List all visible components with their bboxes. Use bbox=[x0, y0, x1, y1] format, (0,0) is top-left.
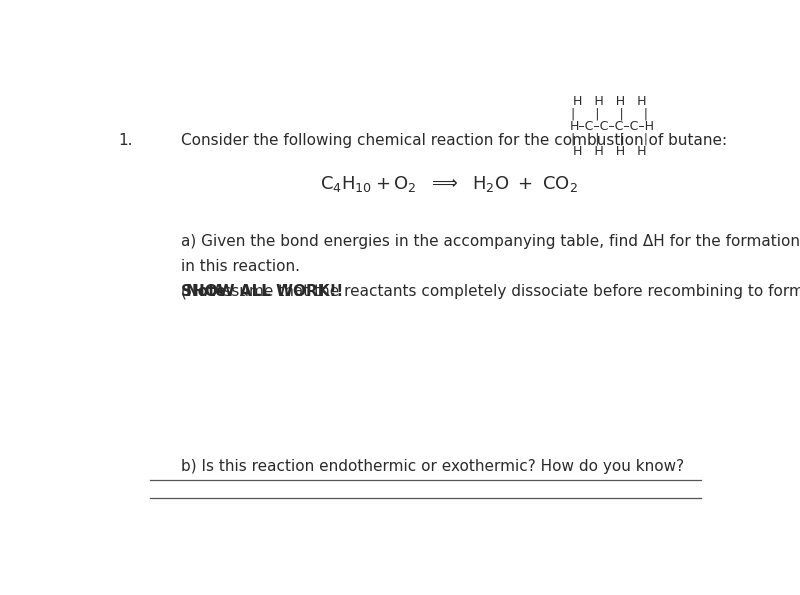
Text: |     |     |     |: | | | | bbox=[571, 108, 648, 121]
Text: SHOW ALL WORK!!: SHOW ALL WORK!! bbox=[181, 284, 343, 299]
Text: a) Given the bond energies in the accompanying table, find ΔH for the formation : a) Given the bond energies in the accomp… bbox=[181, 234, 800, 249]
Text: Consider the following chemical reaction for the combustion of butane:: Consider the following chemical reaction… bbox=[181, 133, 726, 148]
Text: 1.: 1. bbox=[118, 133, 133, 148]
Text: $\mathregular{C_4H_{10} + O_2}$  $\Longrightarrow$  $\mathregular{H_2O\ +\ CO_2}: $\mathregular{C_4H_{10} + O_2}$ $\Longri… bbox=[320, 174, 578, 195]
Text: H   H   H   H: H H H H bbox=[573, 95, 646, 108]
Text: H   H   H   H: H H H H bbox=[573, 145, 646, 158]
Text: (: ( bbox=[181, 284, 186, 299]
Text: |     |     |     |: | | | | bbox=[571, 133, 648, 146]
Text: in this reaction.: in this reaction. bbox=[181, 259, 300, 274]
Text: b) Is this reaction endothermic or exothermic? How do you know?: b) Is this reaction endothermic or exoth… bbox=[181, 459, 684, 474]
Text: Note: Note bbox=[186, 284, 226, 299]
Text: : Assume that the reactants completely dissociate before recombining to form wat: : Assume that the reactants completely d… bbox=[203, 284, 800, 299]
Text: H–C–C–C–C–H: H–C–C–C–C–H bbox=[570, 120, 654, 133]
